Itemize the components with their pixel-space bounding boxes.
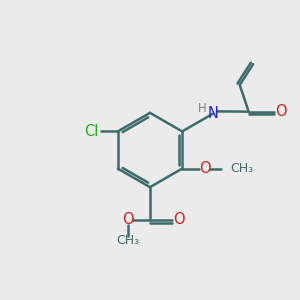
Text: CH₃: CH₃ — [230, 162, 254, 175]
Text: N: N — [208, 106, 218, 121]
Text: O: O — [173, 212, 184, 227]
Text: Cl: Cl — [84, 124, 98, 139]
Text: CH₃: CH₃ — [116, 234, 139, 247]
Text: O: O — [199, 161, 210, 176]
Text: O: O — [122, 212, 134, 227]
Text: O: O — [275, 104, 286, 119]
Text: H: H — [197, 102, 206, 115]
